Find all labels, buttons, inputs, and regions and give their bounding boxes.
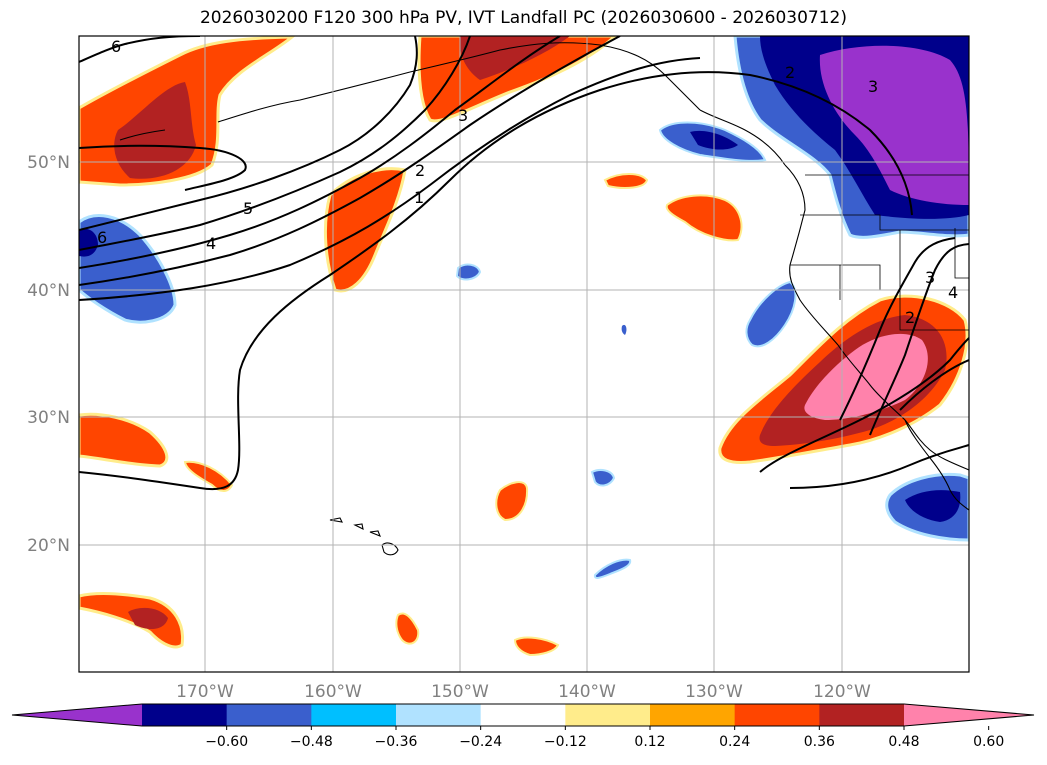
colorbar-segment xyxy=(819,704,905,726)
colorbar-tick-label: 0.60 xyxy=(973,734,1004,750)
lon-label: 130°W xyxy=(685,682,743,702)
colorbar-segment xyxy=(226,704,312,726)
colorbar-tick-label: −0.24 xyxy=(459,734,502,750)
colorbar-tick-label: 0.12 xyxy=(634,734,665,750)
colorbar-segment xyxy=(480,704,566,726)
contour-label: 6 xyxy=(111,37,121,56)
negative-anomaly-regions xyxy=(79,36,969,579)
colorbar-outline xyxy=(11,703,1035,727)
contour-label: 1 xyxy=(414,188,424,207)
colorbar-segment xyxy=(734,704,820,726)
colorbar-tick-label: −0.48 xyxy=(290,734,333,750)
contour-label: 2 xyxy=(415,161,425,180)
lon-label: 150°W xyxy=(431,682,489,702)
colorbar-tick-label: 0.24 xyxy=(719,734,750,750)
lon-label: 140°W xyxy=(558,682,616,702)
colorbar-tick-label: 0.36 xyxy=(804,734,835,750)
lat-label: 40°N xyxy=(27,281,70,301)
colorbar-extend-max xyxy=(904,704,1034,726)
lon-label: 120°W xyxy=(813,682,871,702)
colorbar-tick-label: −0.36 xyxy=(375,734,418,750)
colorbar: −0.60 −0.48 −0.36 −0.24 −0.12 0.12 0.24 0.36 0.4… xyxy=(11,703,1035,750)
coastlines xyxy=(119,42,969,556)
contour-label: 2 xyxy=(785,63,795,82)
gridlines xyxy=(79,36,969,672)
longitude-labels: 170°W 160°W 150°W 140°W 130°W 120°W xyxy=(176,682,871,702)
colorbar-tick-label: −0.60 xyxy=(205,734,248,750)
latitude-labels: 50°N 40°N 30°N 20°N xyxy=(27,153,70,556)
contour-label: 2 xyxy=(905,308,915,327)
contour-label: 3 xyxy=(458,106,468,125)
colorbar-segment xyxy=(650,704,736,726)
lat-label: 20°N xyxy=(27,536,70,556)
colorbar-segment xyxy=(142,704,228,726)
pv-contour-labels: 6 5 4 3 2 1 6 3 2 2 3 4 xyxy=(97,37,958,327)
lon-label: 170°W xyxy=(176,682,234,702)
lat-label: 50°N xyxy=(27,153,70,173)
pv-contours xyxy=(79,36,969,490)
colorbar-segment xyxy=(565,704,651,726)
contour-label: 4 xyxy=(948,283,958,302)
lat-label: 30°N xyxy=(27,408,70,428)
colorbar-tick-label: 0.48 xyxy=(888,734,919,750)
colorbar-extend-min xyxy=(12,704,142,726)
contour-label: 5 xyxy=(243,199,253,218)
contour-label: 4 xyxy=(206,234,216,253)
contour-label: 3 xyxy=(868,77,878,96)
contour-label: 3 xyxy=(925,268,935,287)
contour-label: 6 xyxy=(97,228,107,247)
lon-label: 160°W xyxy=(304,682,362,702)
colorbar-segment xyxy=(396,704,482,726)
map-frame xyxy=(78,35,970,673)
colorbar-tick-label: −0.12 xyxy=(544,734,587,750)
political-borders xyxy=(790,174,969,331)
colorbar-segment xyxy=(311,704,397,726)
map-title: 2026030200 F120 300 hPa PV, IVT Landfall… xyxy=(199,8,847,28)
